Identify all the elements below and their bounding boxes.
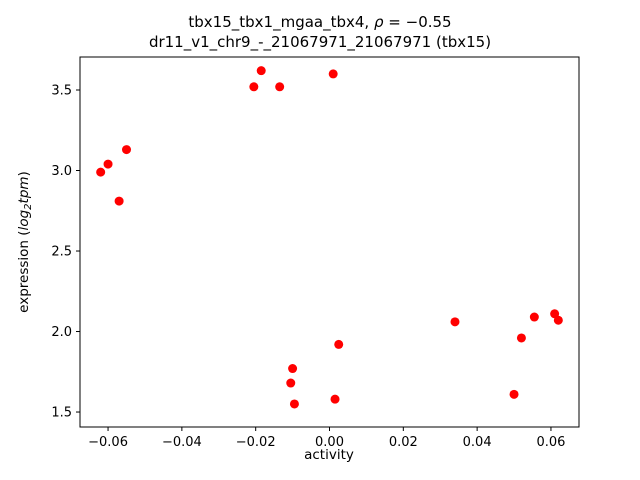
scatter-points — [96, 66, 563, 409]
y-tick-label: 2.0 — [51, 325, 72, 340]
x-tick-label: 0.04 — [463, 435, 492, 450]
scatter-point — [122, 145, 132, 155]
scatter-point — [96, 167, 106, 177]
y-tick-label: 2.5 — [51, 245, 72, 260]
x-tick-label: −0.04 — [162, 435, 202, 450]
y-axis-ticks: 1.5 2.0 2.5 3.0 3.5 — [51, 84, 80, 421]
scatter-point — [328, 69, 338, 79]
chart-subtitle: dr11_v1_chr9_-_21067971_21067971 (tbx15) — [149, 33, 491, 52]
scatter-point — [256, 66, 266, 76]
y-tick-label: 1.5 — [51, 406, 72, 421]
x-tick-label: −0.06 — [88, 435, 128, 450]
scatter-point — [275, 82, 285, 92]
scatter-point — [289, 399, 299, 409]
x-axis-ticks: −0.06 −0.04 −0.02 0.00 0.02 0.04 0.06 — [88, 427, 565, 450]
x-tick-label: 0.06 — [536, 435, 565, 450]
scatter-point — [286, 378, 296, 388]
scatter-point — [288, 364, 298, 374]
scatter-point — [249, 82, 259, 92]
scatter-point — [330, 394, 340, 404]
scatter-point — [529, 312, 539, 322]
scatter-point — [553, 315, 563, 325]
scatter-point — [114, 196, 124, 206]
chart-title: tbx15_tbx1_mgaa_tbx4, ρ = −0.55 — [188, 13, 451, 32]
x-tick-label: −0.02 — [236, 435, 276, 450]
scatter-point — [103, 159, 113, 169]
scatter-point — [509, 389, 519, 399]
scatter-point — [516, 333, 526, 343]
x-tick-label: 0.02 — [389, 435, 418, 450]
x-axis-label: activity — [304, 447, 354, 463]
y-tick-label: 3.5 — [51, 84, 72, 99]
y-axis-label: expression (log2tpm) — [16, 171, 34, 313]
axes-box — [79, 56, 580, 428]
x-tick-label: 0.00 — [315, 435, 344, 450]
scatter-point — [450, 317, 460, 327]
scatter-point — [334, 339, 344, 349]
y-tick-label: 3.0 — [51, 164, 72, 179]
